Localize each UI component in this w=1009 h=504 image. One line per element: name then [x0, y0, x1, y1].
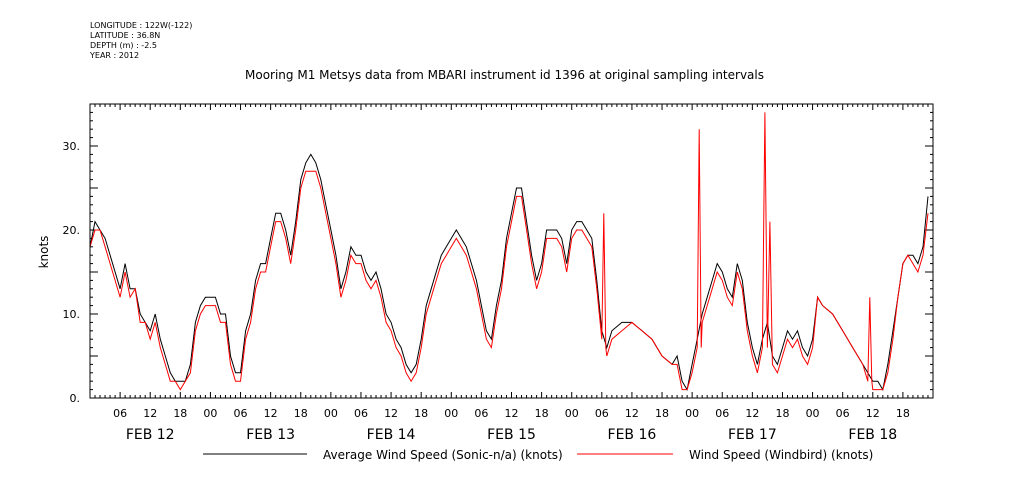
hour-tick-label: 18 — [655, 407, 669, 420]
hour-tick-label: 18 — [414, 407, 428, 420]
day-label: FEB 17 — [728, 427, 777, 443]
hour-tick-label: 06 — [234, 407, 248, 420]
hour-tick-label: 00 — [324, 407, 338, 420]
year-label: YEAR : 2012 — [90, 51, 140, 60]
hour-tick-label: 12 — [745, 407, 759, 420]
chart-title: Mooring M1 Metsys data from MBARI instru… — [245, 68, 764, 82]
hour-tick-label: 12 — [264, 407, 278, 420]
day-label: FEB 12 — [126, 427, 175, 443]
hour-tick-label: 06 — [595, 407, 609, 420]
day-label: FEB 13 — [246, 427, 295, 443]
hour-tick-label: 18 — [173, 407, 187, 420]
y-tick-label: 10. — [63, 308, 81, 321]
hour-tick-label: 06 — [836, 407, 850, 420]
hour-tick-label: 00 — [203, 407, 217, 420]
hour-tick-label: 00 — [565, 407, 579, 420]
hour-tick-label: 00 — [685, 407, 699, 420]
plot-frame — [89, 103, 934, 399]
hour-tick-label: 06 — [474, 407, 488, 420]
series-line-average-sonic — [89, 153, 929, 391]
series-line-windbird — [89, 112, 929, 391]
hour-tick-label: 06 — [715, 407, 729, 420]
hour-tick-label: 12 — [866, 407, 880, 420]
hour-tick-label: 00 — [806, 407, 820, 420]
day-label: FEB 14 — [367, 427, 416, 443]
hour-tick-label: 12 — [384, 407, 398, 420]
hour-tick-label: 12 — [625, 407, 639, 420]
hour-tick-label: 06 — [113, 407, 127, 420]
hour-tick-label: 18 — [294, 407, 308, 420]
day-label: FEB 18 — [848, 427, 897, 443]
hour-tick-label: 18 — [775, 407, 789, 420]
longitude-label: LONGITUDE : 122W(-122) — [90, 21, 193, 30]
legend-label: Average Wind Speed (Sonic-n/a) (knots) — [323, 448, 563, 462]
y-tick-label: 30. — [63, 140, 81, 153]
metadata-block: LONGITUDE : 122W(-122) LATITUDE : 36.8N … — [90, 21, 192, 61]
latitude-label: LATITUDE : 36.8N — [90, 31, 161, 40]
day-label: FEB 15 — [487, 427, 536, 443]
hour-tick-label: 00 — [444, 407, 458, 420]
legend-label: Wind Speed (Windbird) (knots) — [689, 448, 873, 462]
hour-tick-label: 18 — [535, 407, 549, 420]
y-axis-label: knots — [37, 236, 51, 269]
y-tick-label: 20. — [63, 224, 81, 237]
y-tick-label: 0. — [70, 392, 81, 405]
hour-tick-label: 12 — [143, 407, 157, 420]
hour-tick-label: 06 — [354, 407, 368, 420]
hour-tick-label: 12 — [505, 407, 519, 420]
hour-tick-label: 18 — [896, 407, 910, 420]
day-label: FEB 16 — [608, 427, 657, 443]
depth-label: DEPTH (m) : -2.5 — [90, 41, 157, 50]
